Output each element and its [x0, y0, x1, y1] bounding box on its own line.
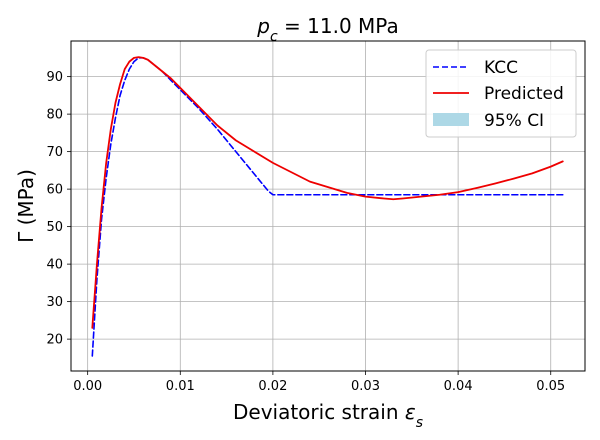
x-tick-label: 0.03	[351, 379, 380, 394]
x-tick-label: 0.04	[444, 379, 473, 394]
series-layer	[91, 56, 564, 357]
x-tick-label: 0.05	[536, 379, 565, 394]
x-axis-title-text: Deviatoric strain	[233, 400, 405, 424]
plot-frame	[70, 40, 586, 372]
chart-title-symbol: p	[256, 14, 270, 38]
y-axis-title: Γ (MPa)	[14, 169, 38, 243]
chart-title: pc = 11.0 MPa	[256, 14, 398, 45]
legend: KCC Predicted 95% CI	[425, 49, 577, 138]
y-tick-label: 20	[46, 333, 63, 348]
x-axis: 0.00 0.01 0.02 0.03 0.04 0.05	[73, 371, 565, 394]
x-tick-label: 0.02	[258, 379, 287, 394]
x-tick-label: 0.00	[73, 379, 102, 394]
x-axis-title: Deviatoric strain εs	[233, 400, 423, 431]
y-tick-label: 60	[46, 183, 63, 198]
x-tick-label: 0.01	[166, 379, 195, 394]
y-tick-label: 80	[46, 108, 63, 123]
legend-label-kcc: KCC	[484, 58, 518, 78]
chart-title-rest: = 11.0 MPa	[278, 14, 399, 38]
y-tick-label: 40	[46, 258, 63, 273]
series-line-predicted	[91, 56, 564, 329]
y-tick-label: 70	[46, 145, 63, 160]
y-tick-label: 50	[46, 220, 63, 235]
y-tick-label: 30	[46, 295, 63, 310]
legend-label-ci: 95% CI	[484, 111, 544, 131]
legend-swatch-ci	[433, 113, 469, 126]
y-axis: 20 30 40 50 60 70 80 90	[46, 70, 71, 348]
y-tick-label: 90	[46, 70, 63, 85]
x-axis-title-symbol: ε	[405, 400, 416, 424]
x-axis-title-subscript: s	[416, 415, 423, 431]
grid	[71, 41, 585, 371]
legend-label-predicted: Predicted	[484, 84, 564, 104]
chart-title-subscript: c	[270, 29, 278, 45]
